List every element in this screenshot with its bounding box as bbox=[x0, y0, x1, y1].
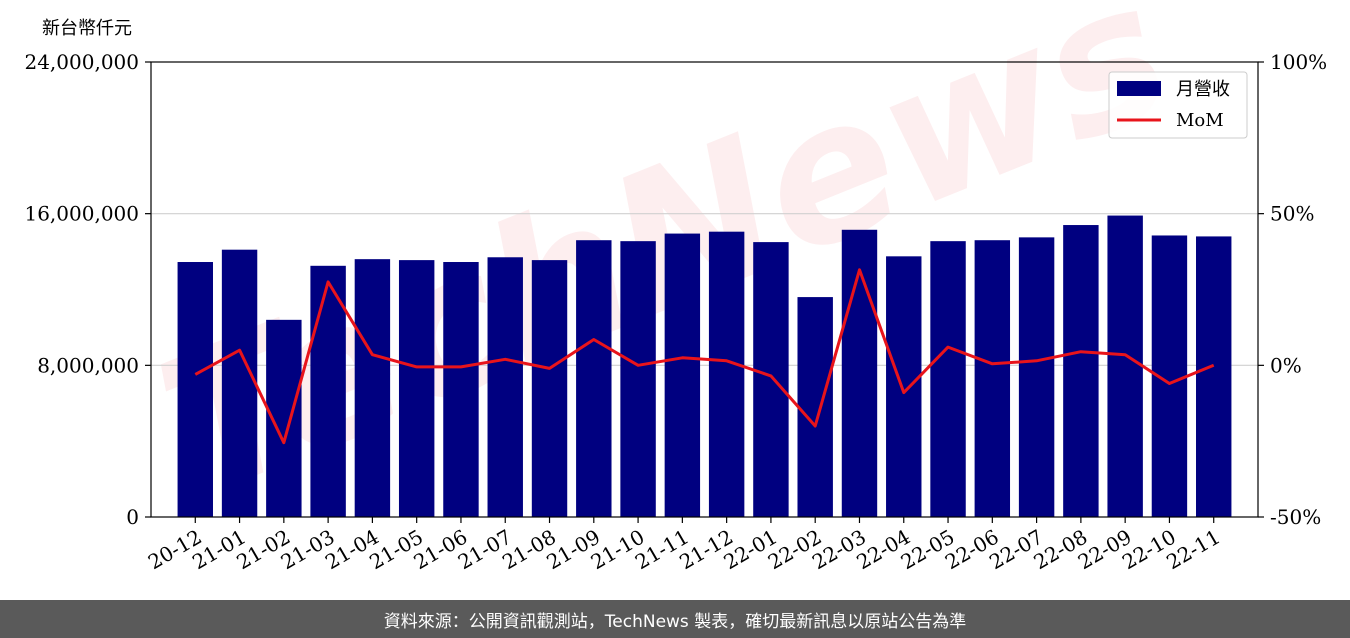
revenue-bar bbox=[1063, 225, 1099, 517]
y-unit-label: 新台幣仟元 bbox=[42, 18, 132, 39]
legend-bar-label: 月營收 bbox=[1176, 79, 1230, 100]
revenue-bar bbox=[487, 257, 523, 517]
left-tick-label: 8,000,000 bbox=[37, 353, 139, 377]
right-axis: -50% 0% 50% 100% bbox=[1258, 50, 1327, 529]
left-tick-label: 0 bbox=[126, 505, 139, 529]
revenue-bar bbox=[576, 240, 612, 518]
right-tick-label: -50% bbox=[1270, 505, 1321, 529]
revenue-bar bbox=[753, 242, 789, 517]
left-tick-label: 24,000,000 bbox=[24, 50, 139, 74]
legend: 月營收 MoM bbox=[1108, 71, 1248, 139]
x-axis: 20-1221-0121-0221-0321-0421-0521-0621-07… bbox=[144, 517, 1224, 574]
right-tick-label: 50% bbox=[1270, 202, 1314, 226]
plot-frame bbox=[150, 61, 1259, 518]
left-axis: 0 8,000,000 16,000,000 24,000,000 bbox=[24, 50, 151, 529]
left-tick-label: 16,000,000 bbox=[24, 202, 139, 226]
revenue-bar bbox=[708, 231, 745, 518]
revenue-bar bbox=[841, 229, 878, 517]
right-tick-label: 0% bbox=[1270, 353, 1302, 377]
right-tick-label: 100% bbox=[1270, 50, 1327, 74]
revenue-bar bbox=[974, 240, 1011, 518]
revenue-bar bbox=[531, 260, 568, 517]
revenue-bar bbox=[443, 262, 479, 517]
revenue-bar bbox=[221, 249, 258, 517]
revenue-bar bbox=[398, 260, 435, 517]
revenue-bar bbox=[620, 241, 656, 517]
revenue-bar bbox=[930, 241, 966, 517]
revenue-bar bbox=[177, 262, 213, 517]
revenue-bar bbox=[1196, 236, 1232, 517]
legend-bar-swatch bbox=[1117, 81, 1161, 96]
footer-text: 資料來源：公開資訊觀測站，TechNews 製表，確切最新訊息以原站公告為準 bbox=[383, 611, 967, 632]
legend-line-label: MoM bbox=[1176, 110, 1224, 131]
revenue-chart: TechNews 08,000,00016,000,00024,000,000 … bbox=[24, 0, 1327, 574]
revenue-bar bbox=[310, 265, 346, 517]
revenue-bar bbox=[886, 256, 922, 517]
revenue-bar bbox=[354, 259, 391, 517]
mom-series bbox=[194, 268, 1215, 445]
revenue-bar bbox=[797, 297, 833, 517]
revenue-bar bbox=[664, 233, 701, 517]
revenue-bar bbox=[1018, 237, 1055, 518]
source-footer: 資料來源：公開資訊觀測站，TechNews 製表，確切最新訊息以原站公告為準 bbox=[0, 600, 1350, 638]
chart-canvas: TechNews 08,000,00016,000,00024,000,000 … bbox=[24, 0, 1327, 574]
revenue-bar bbox=[1107, 215, 1143, 517]
bar-series bbox=[177, 215, 1232, 518]
mom-line bbox=[194, 268, 1215, 445]
